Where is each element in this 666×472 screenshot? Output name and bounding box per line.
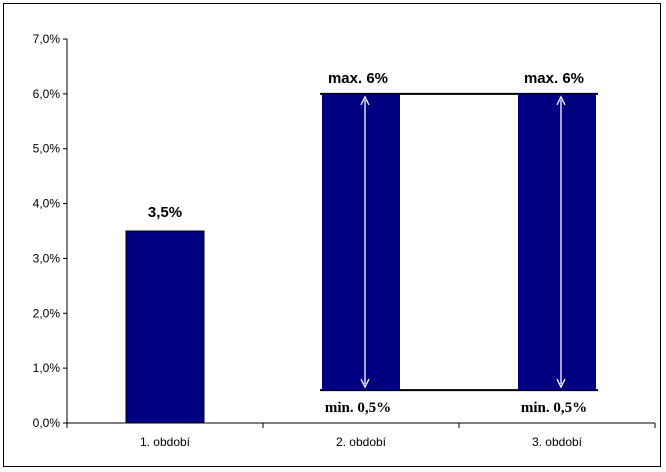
x-category-label: 2. období <box>336 435 387 449</box>
y-tick-label: 0,0% <box>33 416 61 430</box>
range-min-label: min. 0,5% <box>521 400 587 416</box>
y-tick-label: 4,0% <box>33 197 61 211</box>
range-bar <box>322 93 400 391</box>
y-tick-label: 7,0% <box>33 32 61 46</box>
range-arrow-head-down <box>360 378 370 389</box>
x-category-label: 3. období <box>532 435 583 449</box>
range-arrow-head-up <box>556 95 566 106</box>
range-max-label: max. 6% <box>328 70 388 87</box>
range-max-label: max. 6% <box>524 70 584 87</box>
y-tick-label: 5,0% <box>33 142 61 156</box>
y-tick-label: 6,0% <box>33 87 61 101</box>
y-tick-label: 1,0% <box>33 361 61 375</box>
range-bar <box>518 93 596 391</box>
range-min-label: min. 0,5% <box>325 400 391 416</box>
range-arrow-head-down <box>556 378 566 389</box>
range-arrow-head-up <box>360 95 370 106</box>
x-category-label: 1. období <box>140 435 191 449</box>
y-tick-label: 3,0% <box>33 251 61 265</box>
bar <box>125 230 205 424</box>
y-tick-label: 2,0% <box>33 306 61 320</box>
bar-value-label: 3,5% <box>148 204 182 221</box>
